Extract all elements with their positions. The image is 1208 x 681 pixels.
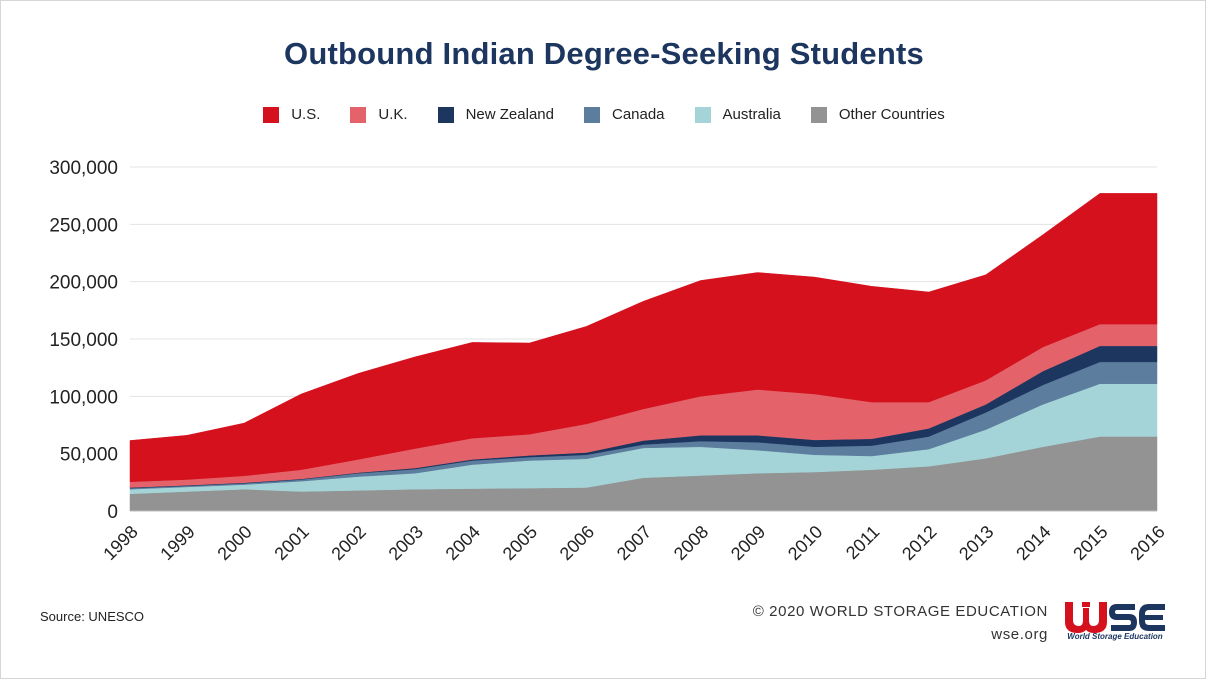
- x-tick-label: 2010: [784, 522, 826, 564]
- logo-s-shape: [1109, 604, 1137, 631]
- x-tick-label: 2004: [442, 522, 484, 564]
- y-tick-label: 200,000: [49, 273, 118, 294]
- y-tick-label: 0: [107, 502, 118, 523]
- legend-swatch: [437, 106, 454, 123]
- website-link[interactable]: wse.org: [991, 626, 1048, 643]
- legend-item: U.K.: [350, 106, 408, 123]
- chart-title: Outbound Indian Degree-Seeking Students: [284, 36, 924, 71]
- x-tick-label: 2000: [213, 522, 255, 564]
- y-tick-label: 300,000: [49, 158, 118, 179]
- logo-tagline: World Storage Education: [1067, 632, 1163, 641]
- legend-item: U.S.: [263, 106, 320, 123]
- x-tick-label: 2001: [270, 522, 312, 564]
- legend-label: Canada: [611, 106, 665, 123]
- series-area-u-s: [129, 193, 1158, 483]
- logo-w-shape: [1065, 602, 1107, 633]
- x-tick-label: 2009: [727, 522, 769, 564]
- chart-legend: U.S. U.K. New Zealand Canada Australia Other …: [0, 106, 1208, 123]
- copyright-text: © 2020 WORLD STORAGE EDUCATION: [752, 603, 1048, 620]
- x-tick-label: 2012: [898, 522, 940, 564]
- x-tick-label: 2002: [328, 522, 370, 564]
- legend-label: New Zealand: [465, 106, 554, 123]
- legend-swatch: [350, 106, 367, 123]
- x-tick-label: 2007: [613, 522, 655, 564]
- x-tick-label: 1999: [156, 522, 198, 564]
- legend-label: Other Countries: [838, 106, 945, 123]
- x-tick-label: 2014: [1012, 522, 1054, 564]
- legend-swatch: [694, 106, 711, 123]
- x-tick-label: 2008: [670, 522, 712, 564]
- x-tick-label: 2003: [385, 522, 427, 564]
- x-tick-label: 2005: [499, 522, 541, 564]
- y-tick-label: 250,000: [49, 215, 118, 236]
- y-tick-label: 50,000: [60, 445, 118, 466]
- legend-label: U.S.: [291, 106, 321, 123]
- logo-w-accent: [1082, 602, 1090, 607]
- legend-item: Australia: [694, 106, 781, 123]
- legend-swatch: [263, 106, 280, 123]
- y-tick-label: 100,000: [49, 387, 118, 408]
- legend-item: New Zealand: [437, 106, 554, 123]
- y-tick-label: 150,000: [49, 330, 118, 351]
- legend-label: U.K.: [378, 106, 408, 123]
- wse-logo: [1065, 602, 1165, 633]
- x-tick-label: 2006: [556, 522, 598, 564]
- x-tick-label: 2016: [1126, 522, 1168, 564]
- legend-item: Canada: [583, 106, 665, 123]
- logo-e-shape: [1139, 604, 1165, 631]
- x-tick-label: 2015: [1069, 522, 1111, 564]
- source-note: Source: UNESCO: [40, 609, 145, 624]
- legend-item: Other Countries: [810, 106, 945, 123]
- legend-swatch: [810, 106, 827, 123]
- legend-swatch: [583, 106, 600, 123]
- chart-plot: 0 50,000 100,000 150,000 200,000 250,000 300,0…: [49, 158, 1168, 564]
- x-tick-label: 2011: [842, 522, 884, 564]
- legend-label: Australia: [722, 106, 781, 123]
- x-tick-label: 2013: [955, 522, 997, 564]
- x-tick-label: 1998: [99, 522, 141, 564]
- copyright-block: © 2020 WORLD STORAGE EDUCATION wse.org: [753, 600, 1048, 646]
